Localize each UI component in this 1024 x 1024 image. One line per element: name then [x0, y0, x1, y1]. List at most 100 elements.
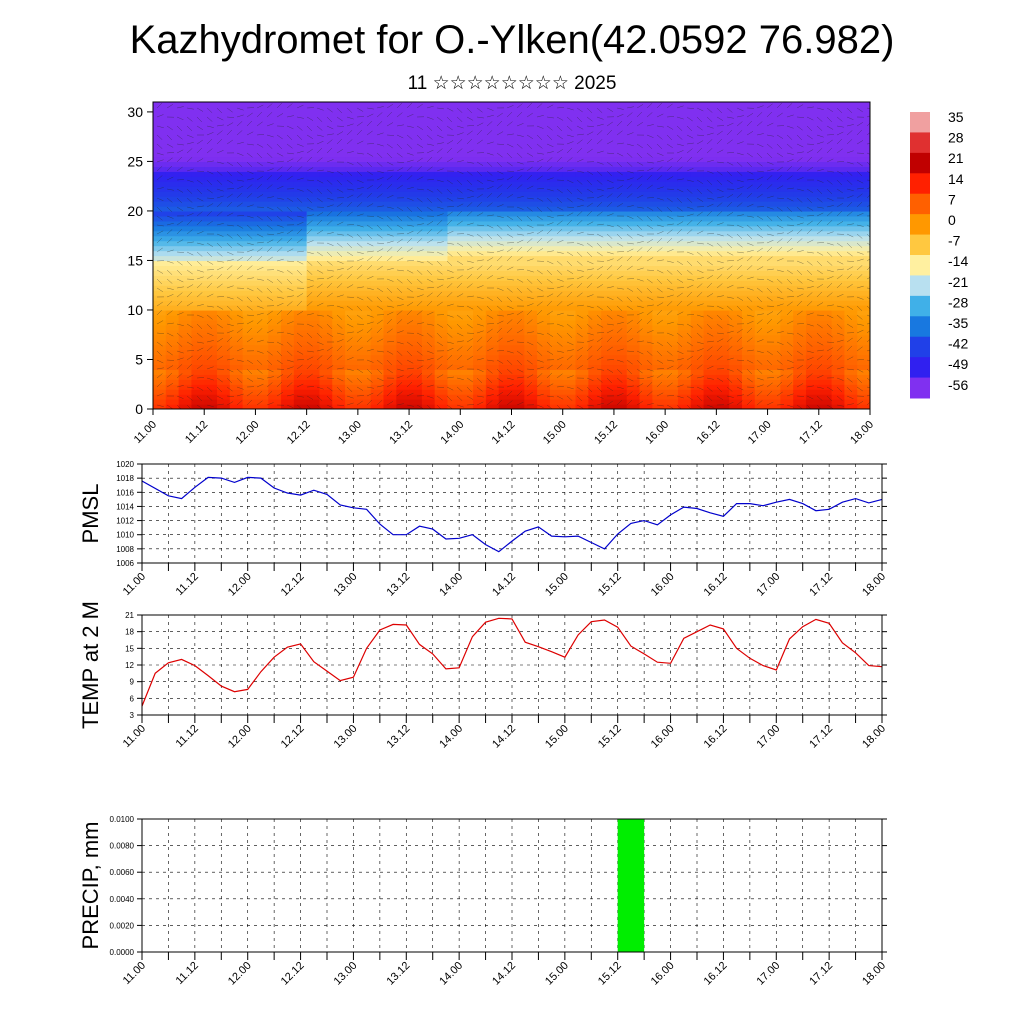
heatmap-xtick-label: 16.12: [695, 419, 723, 447]
pmsl-panel: 1006 1008 1010 1012 1014 1016 1018 1020 11.00 11.…: [78, 460, 888, 599]
colorbar-swatch: [910, 255, 930, 276]
xtick-label: 15.12: [596, 723, 624, 751]
y-axis-label: PRECIP, mm: [78, 822, 103, 950]
heatmap-xtick-label: 11.12: [183, 419, 210, 446]
heatmap-xtick-label: 16.00: [643, 419, 671, 447]
ytick-label: 1008: [116, 545, 134, 554]
colorbar-label: 35: [948, 109, 964, 125]
colorbar-label: 7: [948, 191, 956, 207]
series-line: [141, 617, 883, 707]
xtick-label: 15.12: [596, 960, 624, 988]
colorbar-label: 28: [948, 130, 964, 146]
xtick-label: 17.00: [754, 723, 782, 751]
colorbar-swatch: [910, 193, 930, 215]
colorbar-swatch: [910, 357, 930, 379]
colorbar-swatch: [910, 275, 930, 297]
ytick-label: 0.0000: [110, 948, 135, 957]
grid: [141, 463, 883, 564]
heatmap-xtick-label: 17.12: [797, 419, 825, 447]
ytick-label: 18: [125, 628, 134, 637]
xtick-label: 17.00: [754, 960, 782, 988]
xtick-label: 11.12: [174, 723, 201, 750]
ytick-label: 3: [130, 711, 135, 720]
xtick-label: 18.00: [860, 723, 888, 751]
y-axis-label: PMSL: [78, 484, 103, 544]
xtick-label: 14.12: [490, 960, 518, 988]
colorbar-label: 0: [948, 212, 956, 228]
xtick-label: 11.00: [121, 723, 148, 750]
heatmap-xtick-label: 12.12: [285, 419, 313, 447]
heatmap-ytick-label: 25: [127, 153, 143, 169]
xtick-label: 17.12: [807, 571, 835, 599]
heatmap-ytick-label: 30: [127, 104, 143, 120]
xtick-label: 12.00: [226, 960, 254, 988]
ytick-label: 1012: [116, 517, 134, 526]
xtick-label: 16.00: [649, 960, 677, 988]
heatmap-ytick-label: 5: [135, 351, 143, 367]
precip-bar: [617, 819, 645, 952]
ytick-label: 0.0060: [110, 868, 135, 877]
xtick-label: 12.12: [279, 723, 307, 751]
colorbar-swatch: [910, 173, 930, 195]
heatmap-xtick-label: 18.00: [848, 419, 876, 447]
xtick-label: 13.12: [384, 571, 412, 599]
heatmap-panel: 0 5 10 15 20 25 30 11.00 11.12 12.00 12.12 13.00 13.…: [127, 101, 876, 447]
xtick-label: 13.12: [384, 723, 412, 751]
ytick-label: 1010: [116, 531, 134, 540]
xtick-label: 17.12: [807, 723, 835, 751]
colorbar-swatch: [910, 295, 930, 317]
colorbar-swatch: [910, 112, 930, 133]
xtick-label: 13.00: [332, 960, 360, 988]
colorbar-label: 14: [948, 171, 964, 187]
xtick-label: 12.00: [226, 571, 254, 599]
ytick-label: 12: [125, 661, 134, 670]
colorbar-swatch: [910, 316, 930, 338]
colorbar-swatch: [910, 132, 930, 154]
xtick-label: 17.12: [807, 960, 835, 988]
colorbar-swatch: [910, 336, 930, 358]
wind-barbs: [156, 102, 870, 409]
ytick-label: 1018: [116, 474, 134, 483]
ytick-label: 9: [130, 678, 135, 687]
ytick-label: 1014: [116, 502, 134, 511]
xtick-label: 16.12: [702, 960, 730, 988]
xtick-label: 16.12: [702, 571, 730, 599]
ytick-label: 0.0080: [110, 842, 135, 851]
heatmap-ytick-label: 0: [135, 401, 143, 417]
colorbar-label: -35: [948, 315, 968, 331]
xtick-label: 16.00: [649, 723, 677, 751]
xtick-label: 15.00: [543, 571, 571, 599]
colorbar-label: -21: [948, 274, 968, 290]
ytick-label: 1016: [116, 488, 134, 497]
ytick-label: 1020: [116, 460, 134, 469]
xtick-label: 15.00: [543, 723, 571, 751]
xtick-label: 17.00: [754, 571, 782, 599]
colorbar-label: -56: [948, 377, 968, 393]
heatmap-xtick-label: 15.00: [541, 419, 569, 447]
heatmap-xtick-label: 13.12: [387, 419, 415, 447]
xtick-label: 14.00: [437, 960, 465, 988]
grid: [141, 614, 883, 716]
series-line: [141, 476, 883, 553]
xtick-label: 14.00: [437, 723, 465, 751]
xtick-label: 15.00: [543, 960, 571, 988]
xtick-label: 11.12: [174, 571, 201, 598]
xtick-label: 11.00: [121, 960, 148, 987]
xtick-label: 18.00: [860, 960, 888, 988]
grid: [141, 818, 883, 953]
ytick-label: 0.0020: [110, 921, 135, 930]
y-axis-label: TEMP at 2 M: [78, 601, 103, 729]
ytick-label: 15: [125, 644, 134, 653]
colorbar: 35 28 21 14 7 0 -7 -14 -21 -28 -35 -42 -49 -56: [910, 109, 968, 399]
xtick-label: 18.00: [860, 571, 888, 599]
xtick-label: 16.00: [649, 571, 677, 599]
chart-subtitle: 11 ☆☆☆☆☆☆☆☆ 2025: [407, 73, 617, 94]
temperature-panel: 3 6 9 12 15 18 21 11.00 11.12 12.00 12.12 13.00 13.1…: [78, 601, 888, 751]
xtick-label: 14.12: [490, 723, 518, 751]
heatmap-xtick-label: 14.00: [438, 419, 466, 447]
heatmap-xtick-label: 13.00: [336, 419, 364, 447]
colorbar-swatch: [910, 234, 930, 256]
xtick-label: 13.00: [332, 723, 360, 751]
ytick-label: 0.0040: [110, 895, 135, 904]
